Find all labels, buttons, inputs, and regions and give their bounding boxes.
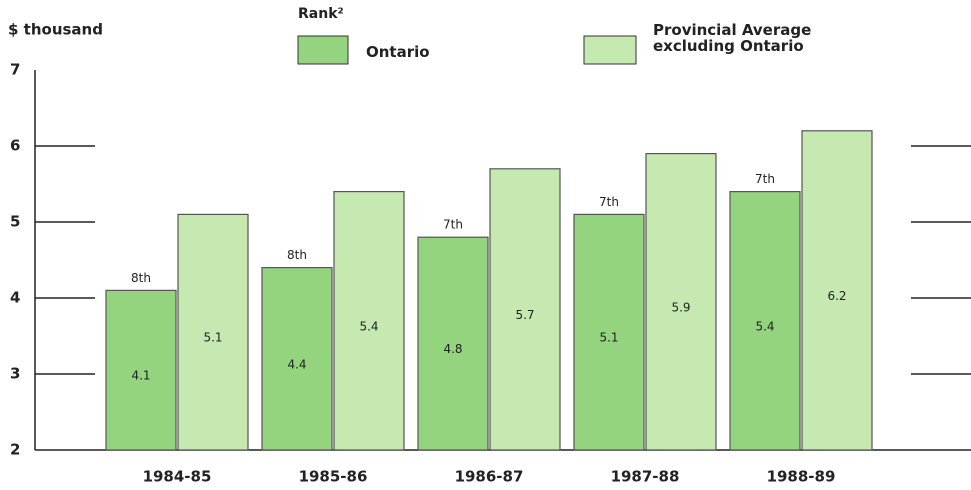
value-label: 4.8 [443,342,462,356]
rank-title: Rank² [298,6,344,22]
y-tick-label: 7 [10,61,20,79]
bar [489,168,561,451]
bar [417,236,489,451]
bar [105,289,177,451]
x-tick-label: 1987-88 [611,468,680,486]
value-label: 4.1 [131,369,150,383]
bar [333,191,405,451]
bar [573,213,645,451]
value-label: 5.9 [671,300,690,314]
value-label: 4.4 [287,357,306,371]
legend-swatch [583,35,637,65]
value-label: 5.4 [755,319,774,333]
y-tick-label: 3 [10,365,20,383]
bar [261,267,333,451]
rank-label: 8th [287,248,307,262]
rank-label: 7th [599,195,619,209]
x-tick-label: 1985-86 [299,468,368,486]
value-label: 5.1 [203,331,222,345]
legend-label: Ontario [366,43,430,61]
x-tick-label: 1984-85 [143,468,212,486]
legend-swatch [297,35,349,65]
bar [729,191,801,451]
y-tick-label: 2 [10,441,20,459]
y-axis-label: $ thousand [8,21,103,39]
bar [177,213,249,451]
legend-label: Provincial Average excluding Ontario [653,21,812,55]
bar [801,130,873,451]
x-tick-label: 1986-87 [455,468,524,486]
bar [645,153,717,451]
y-tick-label: 5 [10,213,20,231]
value-label: 6.2 [827,289,846,303]
value-label: 5.1 [599,331,618,345]
y-tick-label: 6 [10,137,20,155]
x-tick-label: 1988-89 [767,468,836,486]
rank-label: 8th [131,271,151,285]
y-tick-label: 4 [10,289,20,307]
rank-label: 7th [443,218,463,232]
value-label: 5.4 [359,319,378,333]
rank-label: 7th [755,172,775,186]
value-label: 5.7 [515,308,534,322]
